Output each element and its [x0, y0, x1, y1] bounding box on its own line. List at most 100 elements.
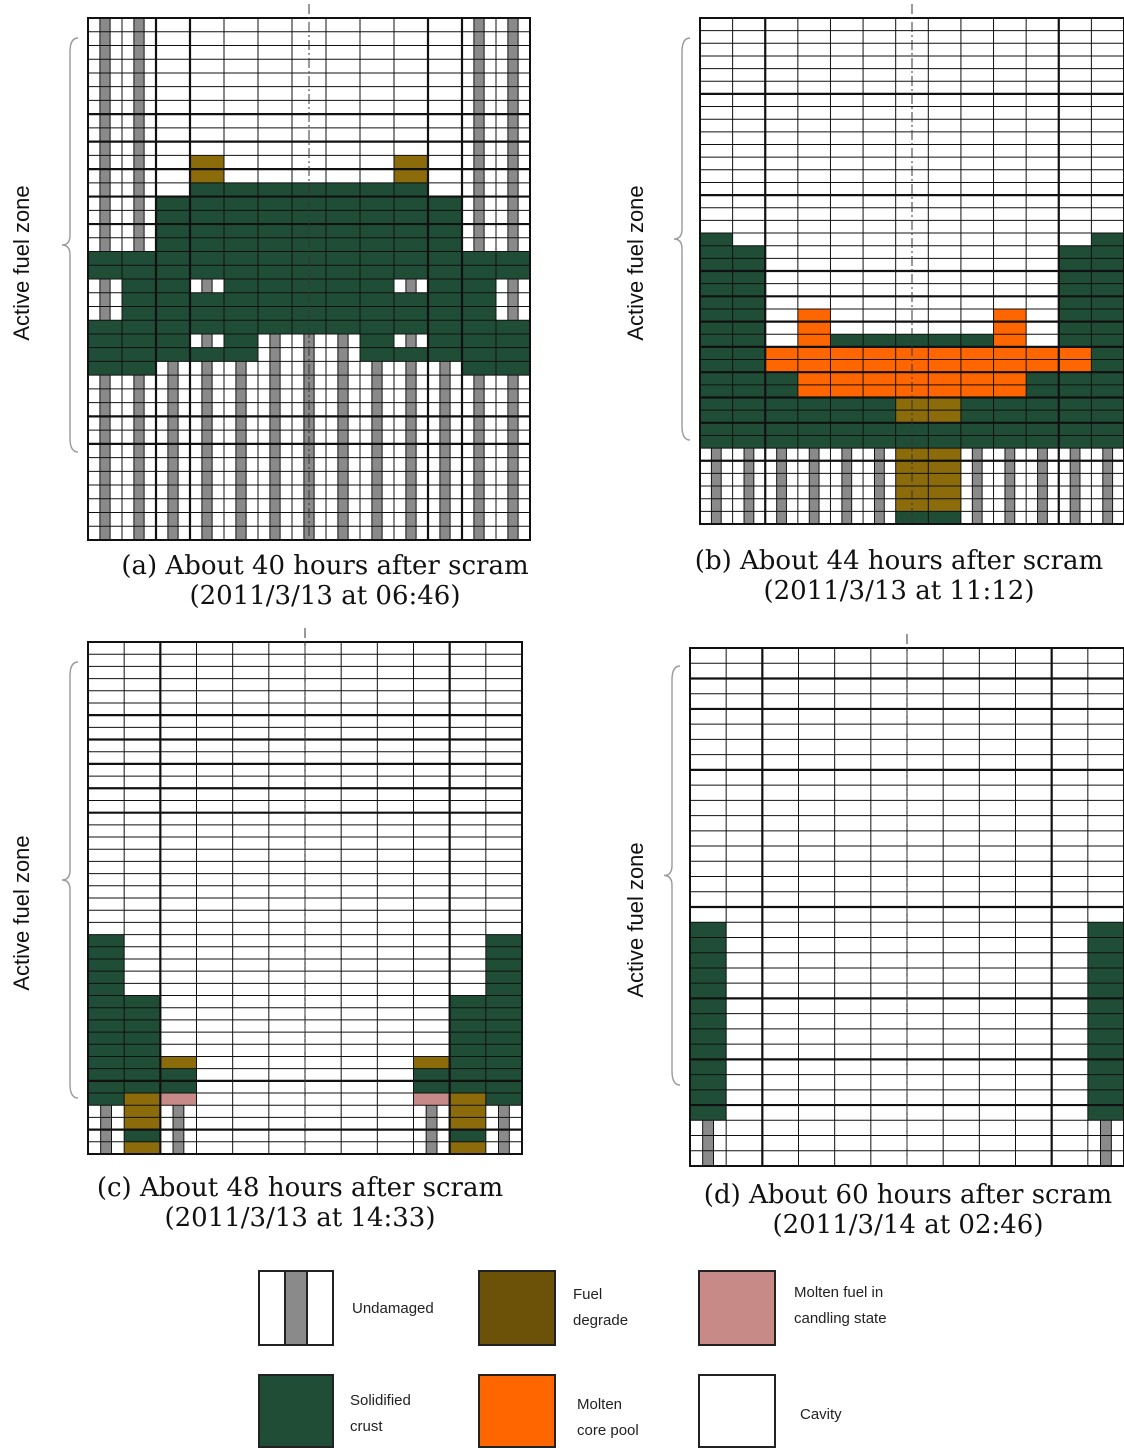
cavity-cell: [258, 155, 293, 170]
cavity-cell: [196, 1044, 233, 1057]
fuel-rod: [269, 361, 281, 376]
cavity-cell: [762, 937, 799, 954]
fuel-rod: [99, 526, 111, 541]
cavity-cell: [1015, 1150, 1052, 1167]
cavity-cell: [765, 321, 799, 335]
cavity-cell: [377, 873, 414, 887]
cavity-cell: [690, 708, 727, 725]
cavity-cell: [798, 830, 835, 847]
fuel-rod: [405, 279, 417, 294]
cavity-cell: [726, 769, 763, 786]
fuel-rod: [405, 402, 417, 417]
cavity-cell: [268, 642, 306, 655]
cavity-cell: [762, 800, 799, 816]
fuel-rod: [167, 402, 179, 417]
cavity-cell: [732, 157, 766, 171]
crust-cell: [258, 306, 293, 321]
cavity-cell: [485, 812, 523, 826]
cavity-cell: [232, 1141, 270, 1155]
fuel-rod: [269, 430, 281, 445]
fuel-rod: [99, 141, 111, 156]
cavity-cell: [732, 55, 766, 69]
fuel-rod: [133, 196, 145, 211]
fuel-degrade-cell: [449, 1117, 487, 1130]
crust-cell: [1087, 1013, 1124, 1030]
crust-cell: [326, 182, 361, 197]
crust-cell: [292, 210, 327, 225]
cavity-cell: [895, 169, 929, 183]
crust-cell: [124, 1007, 161, 1021]
cavity-cell: [895, 68, 929, 82]
fuel-rod: [1102, 511, 1113, 525]
cavity-cell: [1051, 769, 1089, 786]
cavity-cell: [928, 220, 962, 234]
cavity-cell: [1051, 861, 1089, 877]
cavity-cell: [960, 308, 994, 322]
cavity-cell: [834, 1028, 872, 1045]
crust-cell: [700, 258, 733, 272]
cavity-cell: [268, 849, 306, 862]
fuel-rod: [405, 512, 417, 527]
cavity-cell: [797, 18, 831, 31]
cavity-cell: [341, 788, 378, 801]
cavity-cell: [232, 885, 270, 899]
fuel-rod: [337, 498, 349, 513]
cavity-cell: [765, 30, 799, 44]
cavity-cell: [797, 106, 831, 120]
crust-cell: [124, 1032, 161, 1045]
cavity-cell: [726, 1059, 763, 1075]
cavity-cell: [1087, 663, 1124, 679]
cavity-cell: [960, 119, 994, 133]
cavity-cell: [1051, 1089, 1089, 1106]
fuel-rod: [744, 486, 754, 499]
cavity-cell: [305, 727, 342, 740]
cavity-cell: [834, 891, 872, 908]
fuel-rod: [100, 1141, 112, 1155]
cavity-cell: [732, 119, 766, 133]
cavity-cell: [449, 812, 487, 826]
cavity-cell: [1026, 119, 1060, 133]
cavity-cell: [341, 1117, 378, 1130]
cavity-cell: [798, 693, 835, 710]
cavity-cell: [979, 1089, 1016, 1106]
cavity-cell: [943, 1059, 980, 1075]
fuel-rod: [841, 511, 852, 525]
cavity-cell: [160, 690, 197, 704]
cavity-cell: [863, 182, 896, 196]
crust-cell: [1091, 435, 1124, 449]
cavity-cell: [943, 815, 980, 832]
cavity-cell: [1051, 922, 1089, 938]
candling-cell: [413, 1093, 450, 1106]
cavity-cell: [830, 93, 864, 107]
cavity-cell: [993, 43, 1027, 57]
fuel-rod: [337, 361, 349, 376]
cavity-cell: [196, 861, 233, 874]
cavity-cell: [360, 31, 395, 46]
cavity-cell: [268, 837, 306, 850]
cavity-cell: [798, 1105, 835, 1121]
cavity-cell: [88, 776, 125, 789]
cavity-cell: [830, 131, 864, 145]
cavity-cell: [700, 220, 733, 234]
fuel-rod: [405, 443, 417, 458]
crust-cell: [700, 245, 733, 259]
cavity-cell: [960, 233, 994, 246]
cavity-cell: [907, 648, 944, 664]
cavity-cell: [360, 114, 395, 129]
cavity-cell: [943, 1150, 980, 1167]
cavity-cell: [156, 155, 191, 170]
molten-pool-cell: [830, 359, 864, 373]
cavity-cell: [1051, 952, 1089, 969]
cavity-cell: [762, 1044, 799, 1060]
cavity-cell: [726, 1120, 763, 1136]
cavity-cell: [268, 971, 306, 984]
cavity-cell: [196, 654, 233, 667]
fuel-degrade-cell: [394, 169, 429, 184]
fuel-rod: [133, 402, 145, 417]
cavity-cell: [485, 861, 523, 874]
cavity-cell: [326, 114, 361, 129]
crust-cell: [224, 320, 259, 335]
crust-cell: [190, 292, 225, 307]
cavity-cell: [993, 30, 1027, 44]
cavity-cell: [1026, 334, 1060, 348]
